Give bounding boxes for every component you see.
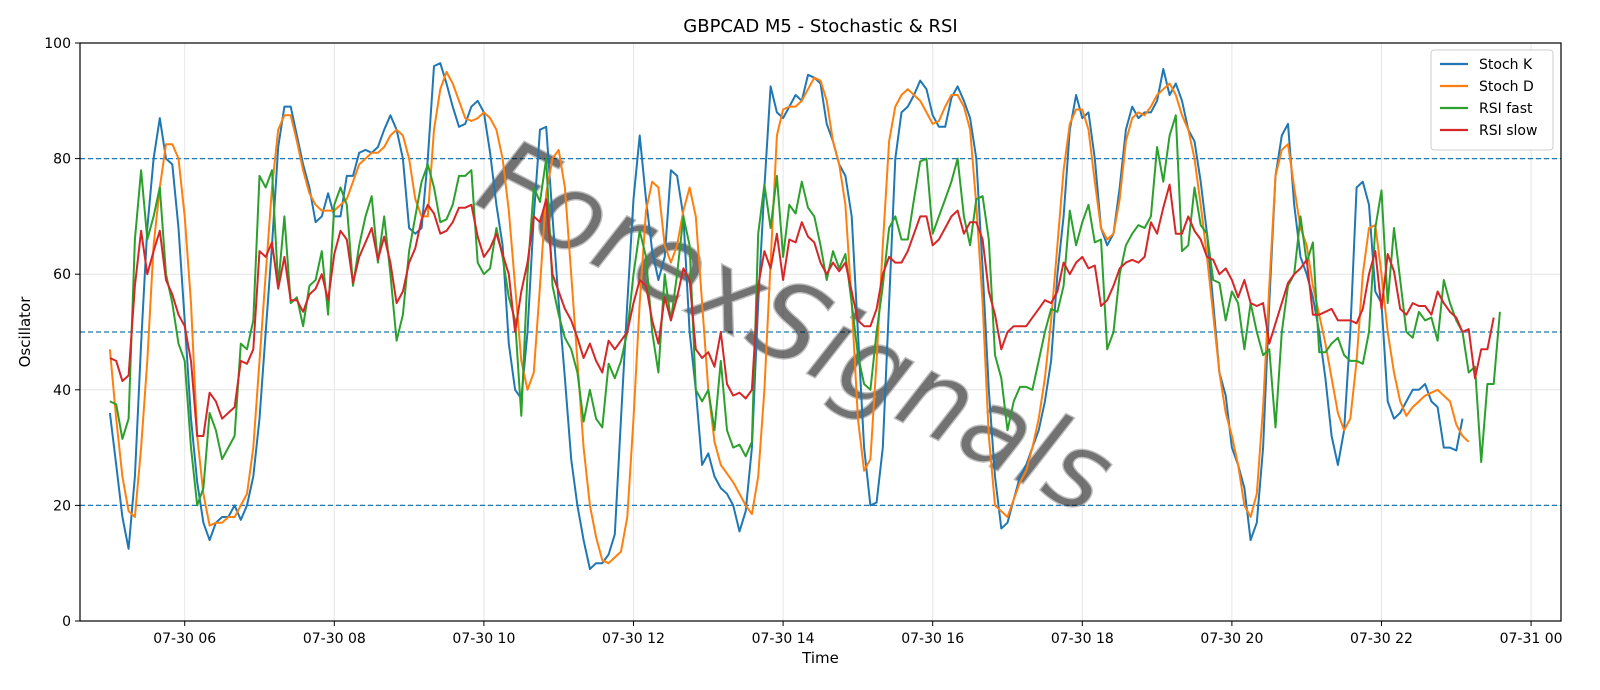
- series: [108, 62, 1501, 570]
- y-tick-label: 100: [44, 36, 71, 52]
- x-tick-label: 07-30 10: [452, 631, 515, 647]
- series-line-rsi-fast: [109, 114, 1501, 507]
- x-tick-label: 07-30 06: [153, 631, 216, 647]
- x-tick-label: 07-30 16: [901, 631, 964, 647]
- x-tick-label: 07-30 18: [1051, 631, 1114, 647]
- legend-label: Stoch K: [1479, 57, 1533, 73]
- legend-label: Stoch D: [1479, 79, 1534, 95]
- x-tick-label: 07-30 22: [1350, 631, 1413, 647]
- x-tick-label: 07-30 14: [752, 631, 815, 647]
- legend-label: RSI slow: [1479, 123, 1537, 139]
- y-tick-label: 0: [62, 614, 71, 630]
- series-line-rsi-slow: [109, 183, 1495, 437]
- x-tick-label: 07-30 12: [602, 631, 665, 647]
- chart-title: GBPCAD M5 - Stochastic & RSI: [683, 16, 957, 37]
- legend: Stoch K Stoch D RSI fast RSI slow: [1430, 49, 1554, 151]
- y-tick-label: 20: [53, 498, 71, 514]
- x-axis: 07-30 06 07-30 08 07-30 10 07-30 12 07-30 14…: [153, 621, 1563, 647]
- x-tick-label: 07-30 20: [1200, 631, 1263, 647]
- x-tick-label: 07-31 00: [1500, 631, 1563, 647]
- legend-label: RSI fast: [1479, 101, 1533, 117]
- legend-box: [1430, 49, 1554, 151]
- y-tick-label: 60: [53, 267, 71, 283]
- x-axis-label: Time: [801, 649, 839, 667]
- x-tick-label: 07-30 08: [303, 631, 366, 647]
- reference-lines: [80, 157, 1561, 507]
- y-axis: 0 20 40 60 80 100: [44, 36, 80, 630]
- plot-frame: [79, 42, 1562, 622]
- series-line-stoch-d: [108, 70, 1470, 565]
- y-tick-label: 40: [53, 383, 71, 399]
- y-tick-label: 80: [53, 152, 71, 168]
- y-axis-label: Oscillator: [16, 296, 34, 368]
